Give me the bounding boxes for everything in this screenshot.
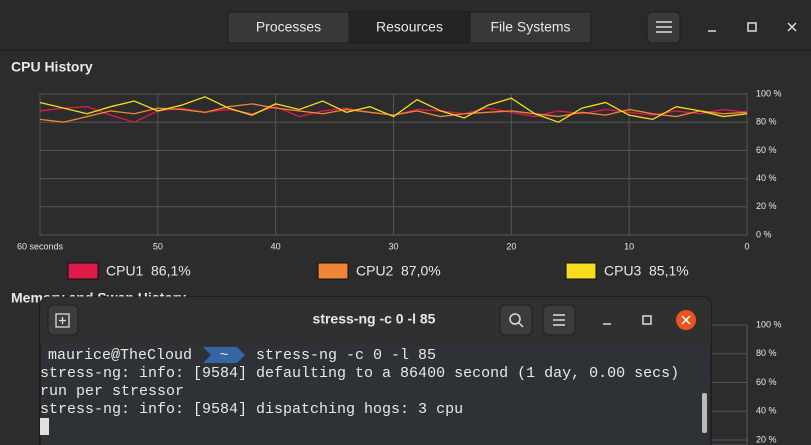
legend-label: CPU1 (106, 263, 144, 279)
output-line: run per stressor (40, 383, 184, 400)
terminal-output: stress-ng: info: [9584] defaulting to a … (40, 365, 679, 418)
prompt-dir-segment (203, 347, 245, 363)
terminal-header (40, 335, 711, 345)
terminal-window: stress-ng -c 0 -l 85 maurice@TheCloud ~ … (39, 296, 712, 445)
menu-icon (553, 314, 565, 326)
x-tick-label: 0 (744, 241, 749, 251)
command: stress-ng -c 0 -l 85 (256, 347, 436, 364)
tab-label: File Systems (490, 19, 570, 35)
cursor (40, 418, 49, 435)
y-tick-label: 20 % (756, 201, 777, 211)
legend-label: CPU2 (356, 263, 394, 279)
x-tick-label: 30 (388, 241, 398, 251)
y-tick-label: 100 % (756, 319, 782, 329)
legend-swatch (67, 262, 99, 280)
tab[interactable] (227, 11, 350, 44)
legend-swatch (565, 262, 597, 280)
cpu-chart: 100 % 80 % 60 % 40 % 20 % 0 % 60 seconds 50 40 30… (17, 88, 782, 280)
close-icon (681, 315, 691, 325)
scrollbar (702, 393, 707, 433)
tab-label: Resources (376, 19, 443, 35)
header-border (0, 50, 811, 51)
y-tick-label: 80 % (756, 117, 777, 127)
search-icon (509, 313, 521, 325)
prompt-dir: ~ (219, 347, 228, 364)
tab-group: Processes Resources File Systems (227, 11, 592, 44)
output-line: stress-ng: info: [9584] defaulting to a … (40, 365, 679, 382)
prompt-user: maurice@TheCloud (48, 347, 192, 364)
legend-value: 85,1% (649, 263, 689, 279)
tab[interactable] (348, 11, 471, 44)
y-tick-label: 80 % (756, 348, 777, 358)
cpu-line (39, 103, 748, 123)
output-line: stress-ng: info: [9584] dispatching hogs… (40, 401, 463, 418)
search-button[interactable] (499, 304, 533, 336)
legend-swatch (317, 262, 349, 280)
legend-value: 86,1% (151, 263, 191, 279)
y-tick-label: 20 % (756, 434, 777, 444)
x-tick-label: 20 (506, 241, 516, 251)
cpu-line (39, 96, 748, 123)
x-tick-label: 50 (153, 241, 163, 251)
search-icon (518, 322, 524, 328)
x-tick-label: 60 seconds (17, 241, 64, 251)
close-button[interactable] (787, 22, 797, 32)
section-title: CPU History (11, 59, 93, 75)
maximize-button[interactable] (747, 22, 757, 32)
legend-value: 87,0% (401, 263, 441, 279)
menu-icon (656, 21, 672, 33)
x-tick-label: 10 (624, 241, 634, 251)
tab-label: Processes (256, 19, 321, 35)
y-tick-label: 60 % (756, 145, 777, 155)
y-tick-label: 40 % (756, 173, 777, 183)
y-tick-label: 60 % (756, 377, 777, 387)
legend-label: CPU3 (604, 263, 642, 279)
new-tab-icon (55, 313, 70, 328)
x-tick-label: 40 (271, 241, 281, 251)
maximize-button[interactable] (642, 315, 652, 325)
y-tick-label: 40 % (756, 406, 777, 416)
y-tick-label: 0 % (756, 229, 772, 239)
terminal-title: stress-ng -c 0 -l 85 (313, 311, 436, 327)
tab[interactable] (469, 11, 592, 44)
y-tick-label: 100 % (756, 88, 782, 98)
